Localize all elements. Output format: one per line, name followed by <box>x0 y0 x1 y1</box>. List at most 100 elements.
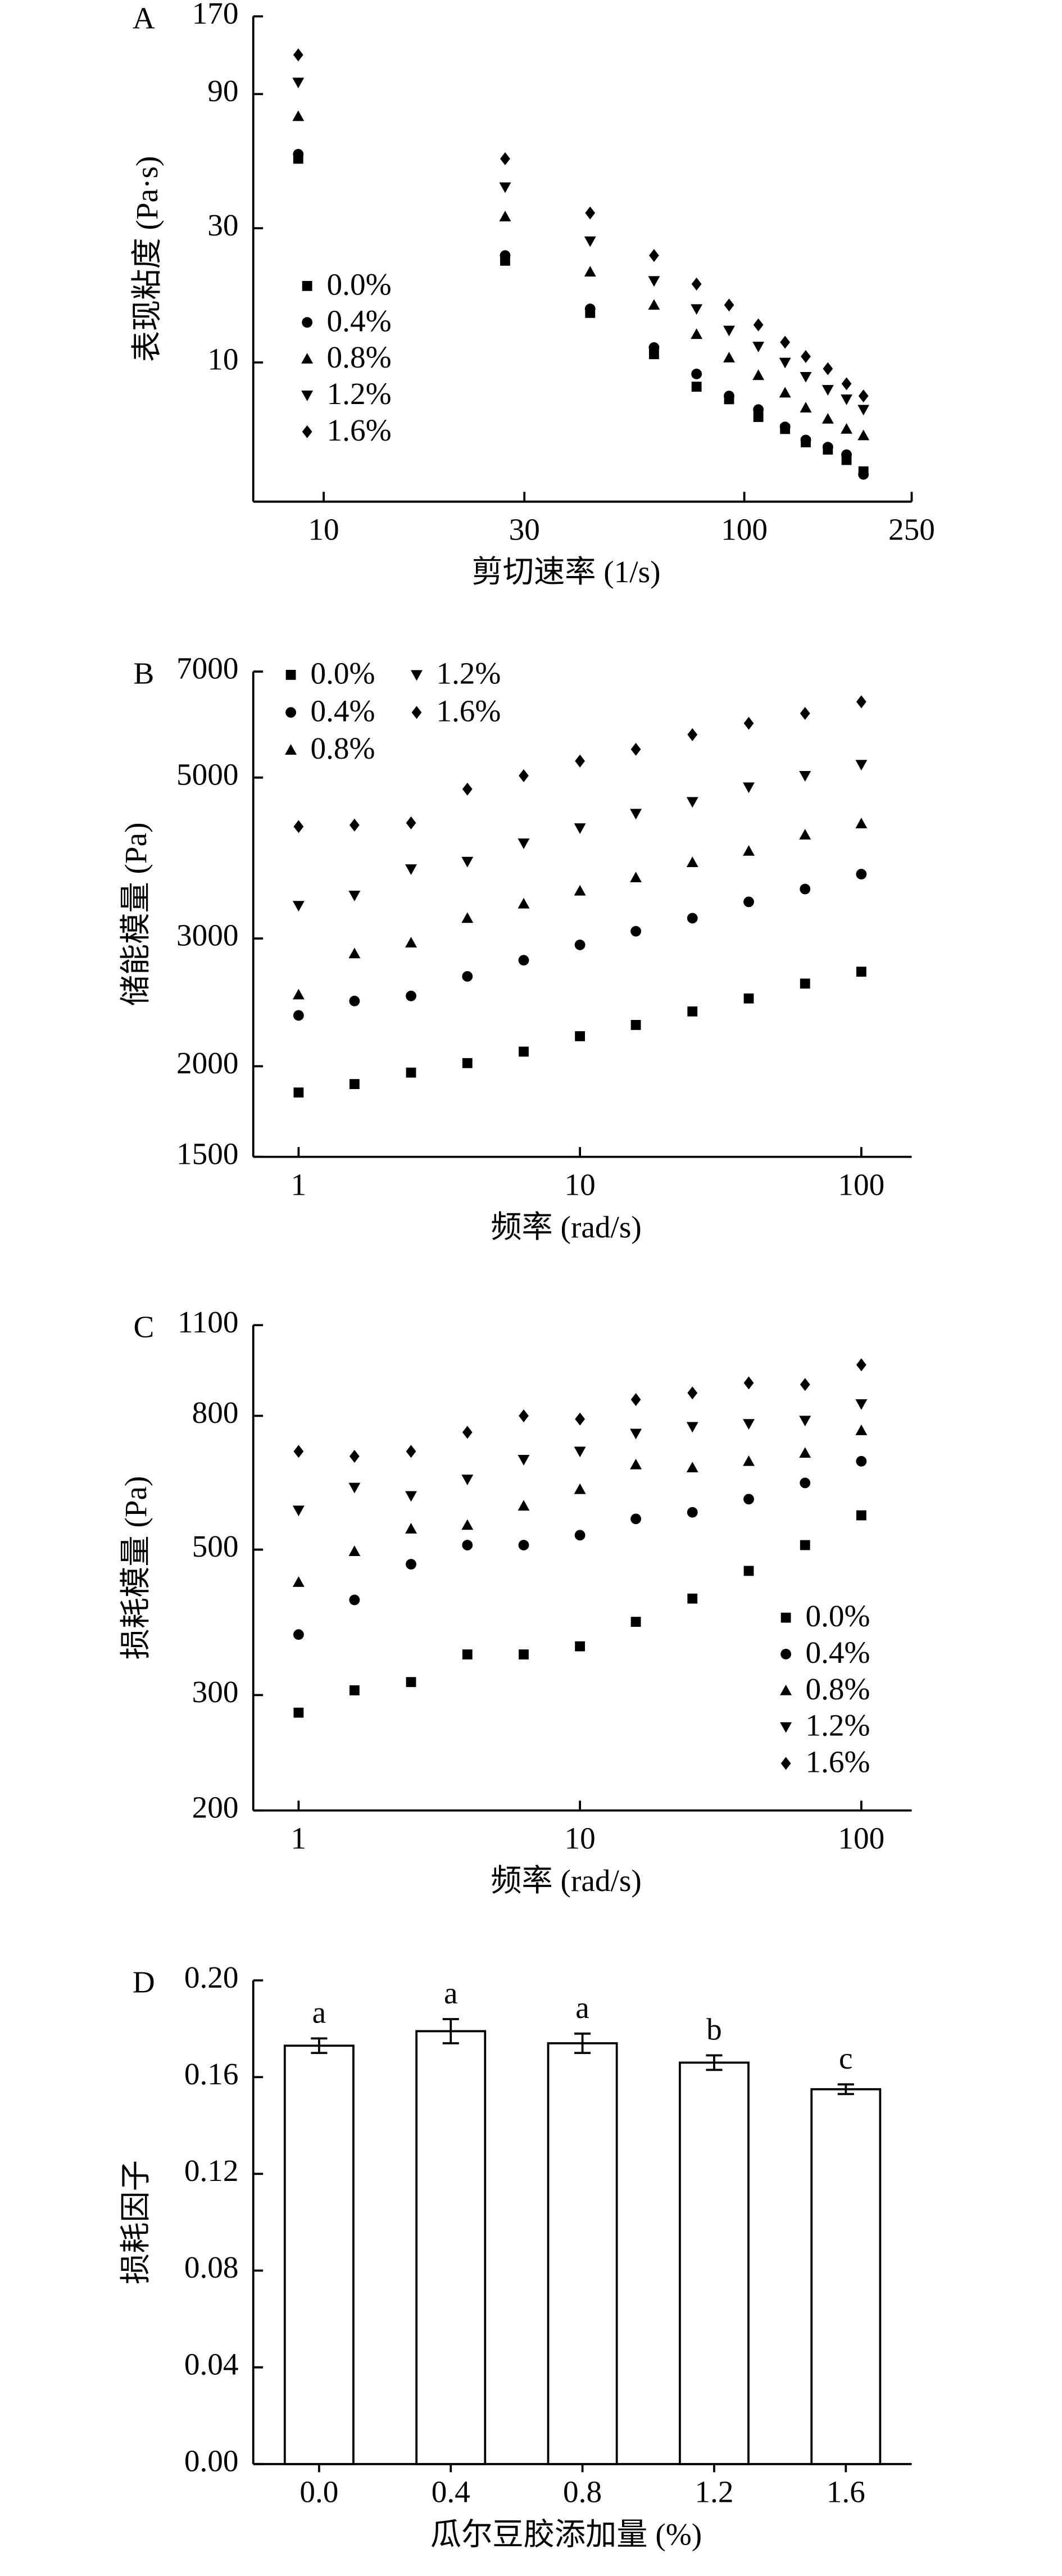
data-point <box>630 1513 642 1525</box>
data-point <box>462 1540 473 1550</box>
data-point <box>575 1412 586 1426</box>
legend-marker <box>302 425 312 438</box>
significance-letter: b <box>706 2012 722 2047</box>
data-point <box>856 869 867 879</box>
x-tick-label: 10 <box>565 1168 596 1202</box>
data-point <box>574 1483 586 1494</box>
legend-label: 0.0% <box>805 1599 870 1633</box>
data-point <box>855 1424 868 1435</box>
data-point <box>800 434 811 446</box>
x-tick-label: 10 <box>308 513 339 547</box>
y-axis-label: 储能模量 (Pa) <box>119 822 153 1006</box>
legend-marker <box>285 744 297 755</box>
data-point <box>406 816 416 829</box>
data-point <box>856 695 866 709</box>
data-point <box>293 820 304 833</box>
data-point <box>292 110 305 121</box>
data-point <box>800 402 812 413</box>
significance-letter: a <box>575 1990 589 2025</box>
data-point <box>574 1530 586 1541</box>
data-point <box>687 913 698 924</box>
data-point <box>405 1491 417 1502</box>
data-point <box>687 1006 698 1017</box>
x-tick-label: 0.4 <box>432 2475 470 2509</box>
data-point <box>406 1559 416 1570</box>
data-point <box>855 760 868 771</box>
data-point <box>405 1522 417 1534</box>
data-point <box>405 937 417 947</box>
data-point <box>292 988 305 1000</box>
data-point <box>799 1447 811 1458</box>
data-point <box>292 901 305 912</box>
data-point <box>823 362 833 375</box>
data-point <box>500 152 510 165</box>
data-point <box>461 1519 474 1530</box>
y-tick-label: 0.16 <box>184 2057 239 2091</box>
data-point <box>584 303 596 315</box>
legend-marker <box>411 706 422 719</box>
y-tick-label: 30 <box>207 208 238 242</box>
error-bar <box>706 2054 723 2071</box>
x-axis-label: 剪切速率 (1/s) <box>472 555 661 589</box>
data-point <box>691 328 703 339</box>
y-tick-label: 0.04 <box>184 2347 239 2381</box>
data-point <box>462 1426 473 1439</box>
data-point <box>575 1031 586 1041</box>
y-tick-label: 170 <box>192 0 239 30</box>
y-tick-label: 0.20 <box>184 1960 239 1994</box>
data-point <box>406 1445 416 1458</box>
x-tick-label: 0.0 <box>299 2475 338 2509</box>
y-tick-label: 500 <box>192 1529 239 1563</box>
data-point <box>780 335 791 349</box>
data-point <box>800 978 810 989</box>
y-tick-label: 1100 <box>178 1305 238 1339</box>
data-point <box>293 1087 304 1098</box>
data-point <box>584 266 596 277</box>
data-point <box>292 78 305 89</box>
data-point <box>743 845 755 856</box>
data-point <box>348 1482 361 1494</box>
data-point <box>630 742 641 756</box>
data-point <box>349 995 360 1006</box>
y-tick-label: 90 <box>207 74 238 108</box>
data-point <box>630 1020 641 1030</box>
error-bar <box>837 2083 854 2096</box>
y-tick-label: 7000 <box>176 651 238 686</box>
legend-label: 0.4% <box>327 303 392 338</box>
legend-marker <box>780 1757 791 1770</box>
data-point <box>752 342 765 352</box>
data-point <box>518 955 529 966</box>
data-point <box>855 818 868 829</box>
significance-letter: c <box>839 2041 853 2075</box>
data-point <box>630 1458 642 1470</box>
data-point <box>574 885 586 896</box>
data-point <box>800 883 811 895</box>
x-tick-label: 0.8 <box>563 2475 602 2509</box>
y-axis-label: 损耗因子 <box>119 2160 153 2284</box>
y-tick-label: 3000 <box>176 918 238 953</box>
legend-marker <box>302 280 312 291</box>
data-point <box>857 429 870 441</box>
data-point <box>405 864 417 875</box>
y-tick-label: 0.00 <box>184 2443 239 2478</box>
legend-label: 0.4% <box>805 1635 870 1670</box>
data-point <box>857 405 870 416</box>
data-point <box>574 823 586 834</box>
data-point <box>500 250 511 261</box>
data-point <box>293 148 304 160</box>
data-point <box>799 770 811 782</box>
data-point <box>462 1649 473 1659</box>
panel-label: B <box>133 656 154 690</box>
legend-label: 1.2% <box>436 656 501 690</box>
data-point <box>723 351 735 362</box>
data-point <box>518 1500 530 1511</box>
legend-label: 1.6% <box>436 693 501 728</box>
y-tick-label: 1500 <box>176 1136 238 1171</box>
data-point <box>743 1494 754 1505</box>
data-point <box>743 896 754 908</box>
data-point <box>406 1067 416 1078</box>
data-point <box>743 1455 755 1466</box>
data-point <box>855 1399 868 1410</box>
